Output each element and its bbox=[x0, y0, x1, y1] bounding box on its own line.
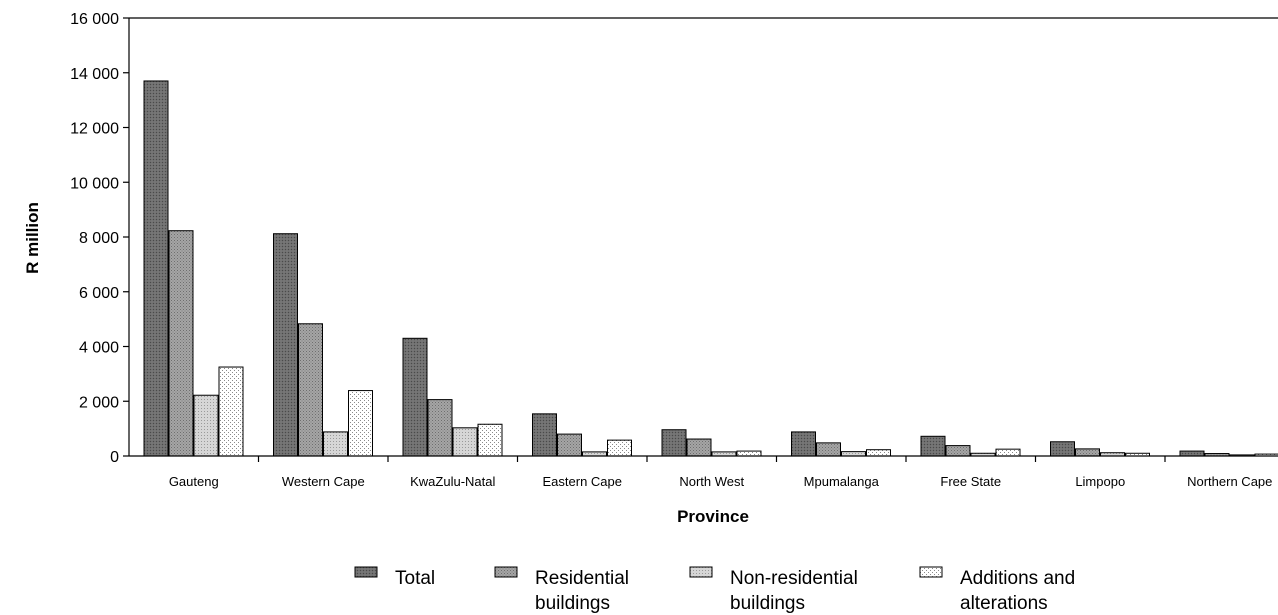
legend-label: buildings bbox=[535, 593, 610, 614]
legend-label: Total bbox=[395, 568, 435, 589]
bar-residential-buildings bbox=[298, 323, 323, 457]
x-category-label: Free State bbox=[940, 474, 1001, 489]
x-category-label: Eastern Cape bbox=[543, 474, 623, 489]
bar-residential-buildings bbox=[816, 442, 841, 457]
bar-total bbox=[1179, 450, 1205, 457]
bar-residential-buildings bbox=[557, 433, 582, 457]
legend: Total Residential buildings Non-residential… bbox=[354, 566, 1075, 614]
bar-residential-buildings bbox=[427, 399, 453, 457]
y-tick-label: 8 000 bbox=[79, 230, 119, 247]
legend-label: alterations bbox=[960, 593, 1048, 614]
bar-additions-and-alterations bbox=[477, 423, 503, 457]
bar-total bbox=[273, 233, 298, 457]
y-tick-label: 16 000 bbox=[70, 11, 119, 28]
bar-residential-buildings bbox=[945, 445, 971, 457]
axes bbox=[128, 17, 1278, 457]
legend-label: Residential bbox=[535, 568, 629, 589]
bar-residential-buildings bbox=[168, 230, 194, 457]
legend-swatch bbox=[354, 566, 378, 578]
x-category-label: Northern Cape bbox=[1187, 474, 1272, 489]
bar-non-residential-buildings bbox=[193, 394, 219, 457]
bar-non-residential-buildings bbox=[452, 427, 478, 457]
x-category-label: Western Cape bbox=[282, 474, 365, 489]
x-axis-title: Province bbox=[677, 507, 749, 526]
bar-non-residential-buildings bbox=[841, 451, 866, 457]
x-category-label: Limpopo bbox=[1075, 474, 1125, 489]
bar-additions-and-alterations bbox=[348, 390, 373, 457]
y-tick-label: 4 000 bbox=[79, 340, 119, 357]
x-category-label: Gauteng bbox=[169, 474, 219, 489]
x-category-label: KwaZulu-Natal bbox=[410, 474, 495, 489]
legend-label: Additions and bbox=[960, 568, 1075, 589]
bars bbox=[143, 80, 1278, 457]
bar-total bbox=[1050, 441, 1075, 457]
bar-total bbox=[661, 429, 687, 457]
legend-label: buildings bbox=[730, 593, 805, 614]
legend-label: Non-residential bbox=[730, 568, 858, 589]
bar-additions-and-alterations bbox=[866, 449, 891, 457]
x-axis-ticks: Gauteng Western Cape KwaZulu-Natal Eastern … bbox=[169, 456, 1272, 489]
y-tick-label: 2 000 bbox=[79, 394, 119, 411]
x-category-label: Mpumalanga bbox=[804, 474, 880, 489]
y-tick-label: 6 000 bbox=[79, 285, 119, 302]
legend-swatch bbox=[919, 566, 943, 578]
legend-swatch bbox=[494, 566, 518, 578]
bar-non-residential-buildings bbox=[323, 431, 348, 457]
bar-total bbox=[791, 431, 816, 457]
bar-residential-buildings bbox=[1075, 448, 1100, 457]
bar-non-residential-buildings bbox=[582, 451, 607, 457]
x-category-label: North West bbox=[679, 474, 744, 489]
bar-additions-and-alterations bbox=[995, 448, 1021, 457]
bar-additions-and-alterations bbox=[218, 366, 244, 457]
bar-total bbox=[532, 413, 557, 457]
bar-additions-and-alterations bbox=[607, 439, 632, 457]
bar-total bbox=[143, 80, 169, 457]
bar-total bbox=[402, 337, 428, 457]
bar-residential-buildings bbox=[686, 438, 712, 457]
bar-non-residential-buildings bbox=[711, 451, 737, 457]
legend-swatch bbox=[689, 566, 713, 578]
bar-total bbox=[920, 435, 946, 457]
y-axis-title: R million bbox=[23, 202, 42, 274]
y-axis-ticks: 0 2 000 4 000 6 000 8 000 10 000 12 000 14 000 1… bbox=[70, 11, 129, 466]
y-tick-label: 0 bbox=[110, 449, 119, 466]
bar-additions-and-alterations bbox=[736, 450, 762, 457]
y-tick-label: 12 000 bbox=[70, 121, 119, 138]
y-tick-label: 10 000 bbox=[70, 175, 119, 192]
y-tick-label: 14 000 bbox=[70, 66, 119, 83]
